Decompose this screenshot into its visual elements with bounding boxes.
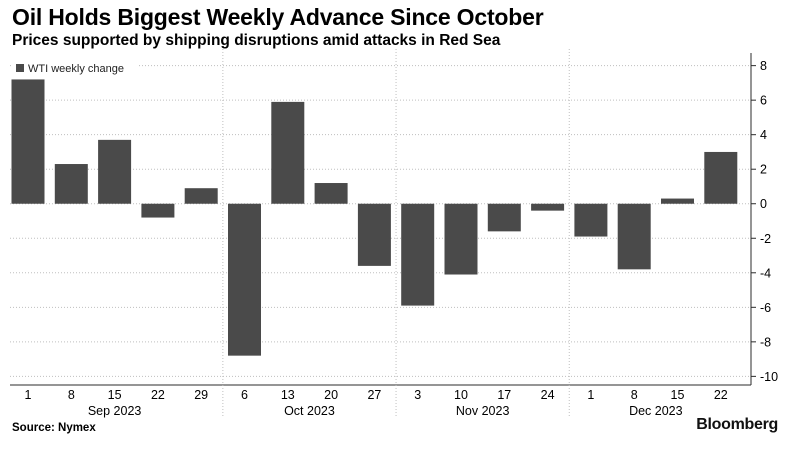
bar [444, 203, 478, 275]
x-tick-label: 15 [671, 388, 685, 402]
y-tick-label: 4 [760, 128, 767, 142]
x-tick-label: 24 [541, 388, 555, 402]
bar [574, 203, 608, 237]
x-tick-label: 22 [151, 388, 165, 402]
y-tick-label: -2 [760, 232, 771, 246]
x-tick-label: 22 [714, 388, 728, 402]
x-month-label: Sep 2023 [88, 404, 142, 418]
x-tick-label: 1 [25, 388, 32, 402]
legend-label: WTI weekly change [28, 63, 124, 75]
source-note: Source: Nymex [12, 422, 96, 434]
x-tick-label: 6 [241, 388, 248, 402]
bar [357, 203, 391, 266]
x-tick-label: 13 [281, 388, 295, 402]
y-tick-label: -6 [760, 301, 771, 315]
x-tick-label: 3 [414, 388, 421, 402]
bar [661, 198, 694, 204]
legend-box [12, 59, 138, 77]
bar [271, 101, 305, 204]
bar [184, 188, 218, 204]
bar [11, 79, 45, 204]
bar [487, 203, 521, 232]
bloomberg-logo: Bloomberg [696, 416, 778, 433]
x-tick-label: 10 [454, 388, 468, 402]
x-tick-label: 17 [497, 388, 511, 402]
x-tick-label: 29 [194, 388, 208, 402]
x-tick-label: 20 [324, 388, 338, 402]
bar [617, 203, 651, 270]
x-tick-label: 15 [108, 388, 122, 402]
y-tick-label: -10 [760, 370, 778, 384]
chart-subtitle: Prices supported by shipping disruptions… [12, 32, 501, 49]
y-tick-label: 0 [760, 197, 767, 211]
y-tick-label: 8 [760, 59, 767, 73]
bar [141, 203, 175, 218]
bar [98, 139, 132, 204]
x-tick-label: 8 [631, 388, 638, 402]
bar [54, 164, 88, 204]
y-tick-label: 2 [760, 163, 767, 177]
x-month-label: Nov 2023 [456, 404, 510, 418]
bar [704, 151, 738, 204]
bar [314, 183, 348, 204]
x-tick-label: 1 [587, 388, 594, 402]
x-tick-label: 27 [367, 388, 381, 402]
legend-swatch [16, 64, 24, 72]
chart-title: Oil Holds Biggest Weekly Advance Since O… [12, 4, 544, 30]
y-tick-label: -8 [760, 335, 771, 349]
x-tick-label: 8 [68, 388, 75, 402]
bar [531, 203, 565, 211]
x-month-label: Oct 2023 [284, 404, 335, 418]
bar [228, 203, 261, 356]
y-tick-label: 6 [760, 94, 767, 108]
x-month-label: Dec 2023 [629, 404, 683, 418]
bar [401, 203, 435, 306]
y-tick-label: -4 [760, 266, 771, 280]
